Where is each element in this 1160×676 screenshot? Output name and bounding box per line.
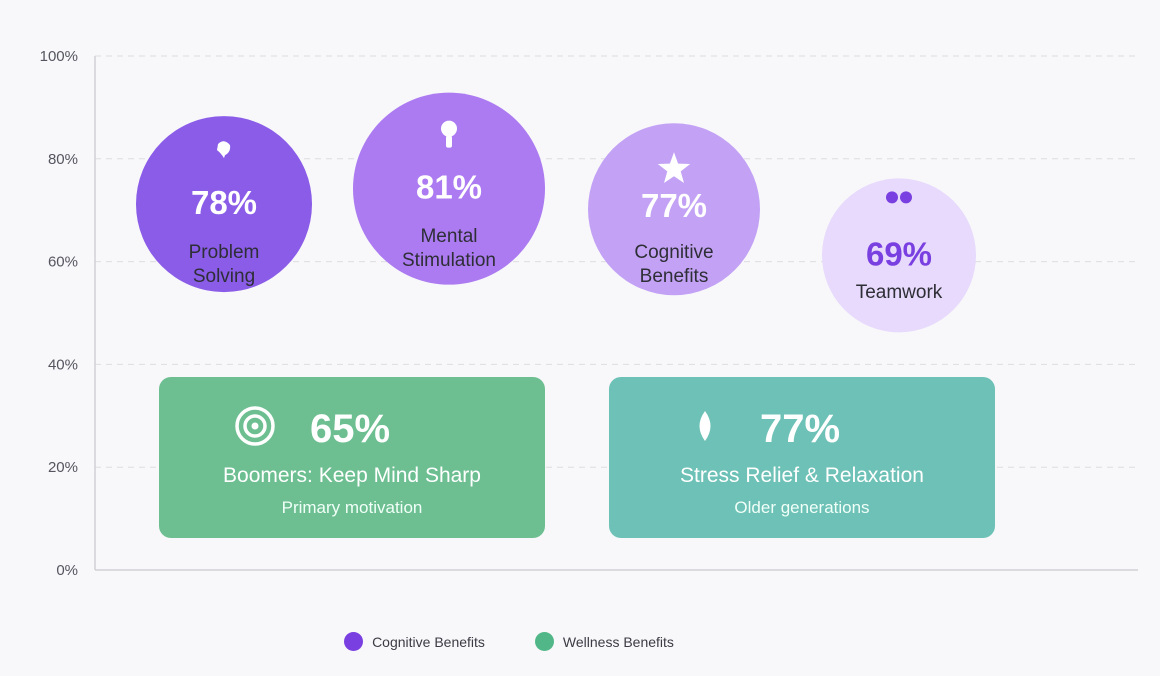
bubble-circle: [136, 116, 312, 293]
lightbulb-icon: [441, 120, 457, 148]
bubble-category-label: Teamwork: [856, 282, 943, 303]
legend: Cognitive Benefits Wellness Benefits: [0, 632, 1018, 651]
legend-swatch-wellness: [534, 632, 554, 651]
person-dot: [886, 191, 898, 204]
wellness-card-2: 77% Stress Relief & Relaxation Older gener…: [609, 377, 995, 538]
star-shape: [657, 152, 691, 183]
legend-item-cognitive[interactable]: Cognitive Benefits: [344, 632, 485, 651]
y-tick-label: 40%: [48, 356, 78, 373]
bubble-category-label: Solving: [193, 266, 255, 287]
y-tick-label: 20%: [48, 459, 78, 476]
bubble-layer: 78% Problem Solving 81% Mental Stimulation 77%…: [136, 92, 976, 333]
bubble-category-label: Stimulation: [402, 250, 496, 271]
bubble-circle: [588, 123, 760, 296]
card-subtitle: Primary motivation: [282, 498, 423, 517]
card-title: Boomers: Keep Mind Sharp: [223, 464, 481, 487]
bulb-base: [446, 135, 452, 148]
bubble-category-label: Cognitive: [634, 242, 713, 263]
bubble-value-label: 81%: [416, 169, 482, 206]
target-center: [251, 422, 259, 430]
card-title: Stress Relief & Relaxation: [680, 464, 924, 487]
y-tick-label: 0%: [56, 562, 78, 579]
y-tick-label: 80%: [48, 151, 78, 168]
card-value-label: 65%: [310, 407, 390, 451]
bubble-3: 77% Cognitive Benefits: [588, 123, 760, 296]
target-ring-outer: [235, 406, 275, 446]
legend-item-wellness[interactable]: Wellness Benefits: [534, 632, 674, 651]
target-ring-inner: [243, 414, 267, 438]
bubble-circle: [822, 178, 976, 333]
people-icon: [886, 191, 912, 204]
y-tick-label: 100%: [40, 48, 78, 65]
card-value-label: 77%: [760, 407, 840, 451]
bubble-2: 81% Mental Stimulation: [353, 92, 545, 285]
bubble-value-label: 78%: [191, 184, 257, 221]
bubble-category-label: Mental: [420, 226, 477, 247]
bubble-category-label: Problem: [189, 242, 260, 263]
bubble-category-label: Benefits: [640, 266, 709, 287]
bubble-4: 69% Teamwork: [822, 178, 976, 333]
star-icon: [657, 152, 691, 183]
y-tick-label: 60%: [48, 254, 78, 271]
bubble-value-label: 69%: [866, 235, 932, 272]
legend-label-wellness: Wellness Benefits: [562, 633, 674, 650]
bubble-circle: [353, 92, 545, 285]
head-silhouette-icon: [217, 141, 231, 159]
head-shape: [217, 141, 231, 159]
bulb-glass: [441, 120, 457, 137]
bubble-1: 78% Problem Solving: [136, 116, 312, 293]
leaf-icon: [699, 411, 711, 441]
legend-swatch-cognitive: [344, 632, 364, 651]
legend-label-cognitive: Cognitive Benefits: [372, 633, 485, 650]
card-subtitle: Older generations: [734, 498, 869, 517]
bubble-value-label: 77%: [641, 187, 707, 224]
card-layer: 65% Boomers: Keep Mind Sharp Primary motiv…: [159, 377, 995, 538]
target-icon: [235, 406, 275, 446]
y-axis: 0% 20% 40% 60% 80% 100%: [40, 48, 1138, 579]
person-dot: [900, 191, 912, 204]
wellness-card-1: 65% Boomers: Keep Mind Sharp Primary motiv…: [159, 377, 545, 538]
leaf-shape: [699, 411, 711, 441]
